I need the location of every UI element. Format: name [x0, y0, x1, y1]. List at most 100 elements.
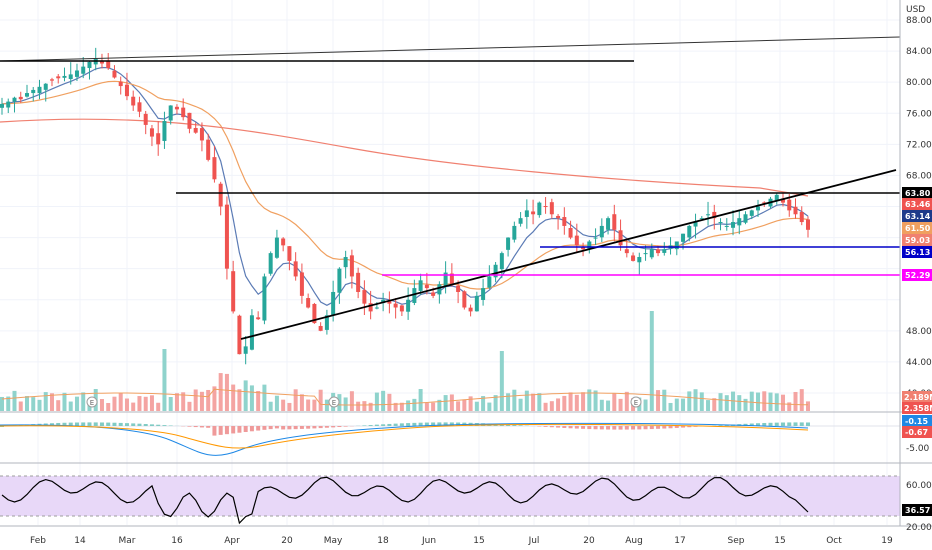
macd-histogram-bar	[281, 426, 286, 430]
candle-body	[343, 257, 348, 268]
volume-bar	[743, 398, 748, 411]
volume-bar	[612, 393, 617, 411]
volume-tag-label: 2.189M	[904, 393, 932, 402]
macd-histogram-bar	[324, 426, 329, 428]
candle-body	[449, 273, 454, 285]
macd-histogram-bar	[668, 426, 673, 429]
volume-bar	[406, 400, 411, 411]
macd-histogram-bar	[112, 422, 117, 426]
macd-histogram-bar	[237, 426, 242, 433]
macd-histogram-bar	[618, 426, 623, 430]
volume-bar	[793, 391, 798, 411]
price-tag-label: 59.03	[905, 236, 930, 245]
earnings-marker-label: E	[634, 399, 638, 407]
volume-bar	[518, 398, 523, 411]
macd-histogram-bar	[249, 426, 254, 432]
macd-histogram-bar	[156, 424, 161, 426]
volume-bar	[418, 389, 423, 411]
volume-bar	[487, 402, 492, 411]
candle-body	[474, 295, 479, 312]
candle-body	[587, 241, 592, 249]
volume-bar	[287, 402, 292, 411]
macd-histogram-bar	[162, 425, 167, 426]
volume-ma-line	[1, 388, 809, 406]
volume-bar	[624, 391, 629, 411]
candle-body	[706, 214, 711, 216]
macd-histogram-bar	[743, 423, 748, 426]
candle-body	[412, 288, 417, 303]
candle-body	[118, 81, 123, 87]
candle-body	[687, 225, 692, 238]
volume-bar	[412, 398, 417, 411]
candle-body	[524, 210, 529, 217]
candle-body	[724, 225, 729, 227]
macd-histogram-bar	[437, 422, 442, 426]
candle-body	[293, 261, 298, 277]
candle-body	[562, 217, 567, 226]
macd-tag-label: -0.67	[905, 428, 928, 437]
volume-bar	[68, 401, 73, 411]
macd-line	[0, 422, 809, 456]
macd-histogram-bar	[637, 426, 642, 430]
price-tick-label: 48.00	[906, 327, 932, 337]
volume-bar	[787, 402, 792, 411]
macd-tag	[902, 426, 932, 438]
date-axis-label: Mar	[119, 536, 136, 546]
volume-bar	[537, 393, 542, 411]
candle-body	[174, 106, 179, 110]
date-axis-label: Jul	[528, 536, 540, 546]
candle-body	[318, 325, 323, 331]
volume-bar	[568, 392, 573, 411]
candle-body	[274, 237, 279, 258]
candle-body	[543, 206, 548, 208]
volume-bar	[99, 399, 104, 411]
candle-body	[299, 272, 304, 296]
candle-body	[349, 255, 354, 277]
volume-bar	[662, 389, 667, 411]
volume-bar	[618, 398, 623, 411]
volume-bar	[37, 399, 42, 411]
volume-bar	[562, 395, 567, 411]
candle-body	[624, 249, 629, 254]
volume-bar	[512, 389, 517, 411]
macd-histogram-bar	[681, 426, 686, 428]
candle-body	[43, 83, 48, 90]
macd-histogram-bar	[412, 422, 417, 426]
macd-histogram-bar	[718, 425, 723, 426]
candle-body	[281, 238, 286, 246]
volume-bar	[468, 396, 473, 411]
volume-bar	[474, 401, 479, 411]
price-tag-label: 52.29	[905, 271, 931, 280]
candle-body	[743, 214, 748, 223]
volume-bar	[431, 402, 436, 411]
candle-body	[631, 255, 636, 261]
price-tag	[902, 246, 932, 258]
volume-bar	[74, 396, 79, 411]
price-tick-label: 72.00	[906, 140, 932, 150]
macd-histogram-bar	[368, 425, 373, 426]
volume-bar	[806, 401, 810, 411]
candle-body	[106, 61, 111, 69]
volume-bar	[768, 392, 773, 411]
price-tick-label: 80.00	[906, 78, 932, 88]
candle-body	[512, 225, 517, 240]
volume-bar	[43, 392, 48, 411]
volume-tag	[902, 402, 932, 414]
volume-bar	[437, 399, 442, 411]
volume-bar	[224, 373, 229, 411]
volume-bar	[181, 392, 186, 411]
volume-bar	[343, 397, 348, 411]
volume-bar	[774, 393, 779, 411]
price-tick-label: 44.00	[906, 358, 932, 368]
candle-body	[156, 133, 161, 145]
volume-tag	[902, 391, 932, 403]
volume-bar	[62, 392, 67, 411]
volume-bar	[531, 393, 536, 411]
volume-bar	[387, 393, 392, 411]
volume-bar	[693, 389, 698, 411]
volume-bar	[106, 402, 111, 411]
volume-bar	[24, 396, 29, 411]
volume-bar	[399, 402, 404, 411]
